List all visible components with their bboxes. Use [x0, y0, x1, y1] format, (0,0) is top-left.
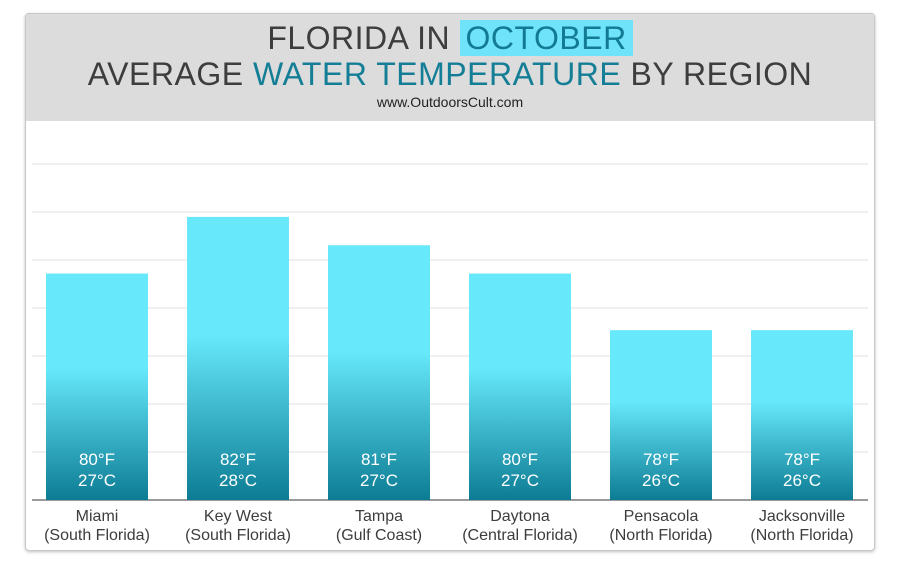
title-line2-accent: WATER TEMPERATURE	[252, 56, 622, 92]
category-label-region: (South Florida)	[44, 527, 150, 544]
bars	[46, 216, 853, 500]
data-label-fahrenheit: 80°F	[79, 450, 115, 469]
title-line2-pre: AVERAGE	[87, 56, 253, 92]
grid-lines	[32, 163, 868, 501]
data-label-celsius: 27°C	[360, 471, 398, 490]
data-label-fahrenheit: 81°F	[361, 450, 397, 469]
category-label-region: (Gulf Coast)	[336, 527, 422, 544]
title-month-highlight: OCTOBER	[459, 20, 633, 56]
data-labels: 80°F 27°C 82°F 28°C 81°F 27°C 80°F 27°C 78°F 26°C…	[78, 450, 821, 490]
category-label-region: (North Florida)	[750, 527, 853, 544]
chart-title-line1: FLORIDA IN OCTOBER	[26, 20, 874, 57]
data-label-celsius: 28°C	[219, 471, 257, 490]
title-line1-text: FLORIDA IN	[267, 20, 460, 56]
category-label-city: Pensacola	[624, 508, 699, 525]
category-label-region: (Central Florida)	[462, 527, 578, 544]
category-label-city: Daytona	[490, 508, 550, 525]
title-line2-post: BY REGION	[621, 56, 813, 92]
data-label-celsius: 26°C	[642, 471, 680, 490]
bar	[46, 273, 148, 500]
data-label-fahrenheit: 82°F	[220, 450, 256, 469]
data-label-celsius: 26°C	[783, 471, 821, 490]
data-label-fahrenheit: 78°F	[643, 450, 679, 469]
bar-chart: 80°F 27°C 82°F 28°C 81°F 27°C 80°F 27°C 78°F 26°C…	[32, 163, 868, 544]
data-label-celsius: 27°C	[501, 471, 539, 490]
data-label-fahrenheit: 80°F	[502, 450, 538, 469]
category-label-region: (North Florida)	[609, 527, 712, 544]
category-label-city: Tampa	[355, 508, 403, 525]
data-label-celsius: 27°C	[78, 471, 116, 490]
category-label-region: (South Florida)	[185, 527, 291, 544]
chart-header: FLORIDA IN OCTOBER AVERAGE WATER TEMPERA…	[26, 14, 874, 121]
bar	[469, 273, 571, 500]
bar	[328, 245, 430, 500]
chart-card: FLORIDA IN OCTOBER AVERAGE WATER TEMPERA…	[25, 13, 875, 551]
category-label-city: Jacksonville	[759, 508, 845, 525]
chart-title-line2: AVERAGE WATER TEMPERATURE BY REGION	[26, 56, 874, 93]
bar	[610, 330, 712, 500]
category-label-city: Key West	[204, 508, 273, 525]
bar	[751, 330, 853, 500]
data-label-fahrenheit: 78°F	[784, 450, 820, 469]
website-url: www.OutdoorsCult.com	[376, 94, 524, 110]
category-label-city: Miami	[76, 508, 119, 525]
bar	[187, 216, 289, 500]
category-labels: Miami (South Florida) Key West (South Flori…	[44, 508, 853, 544]
